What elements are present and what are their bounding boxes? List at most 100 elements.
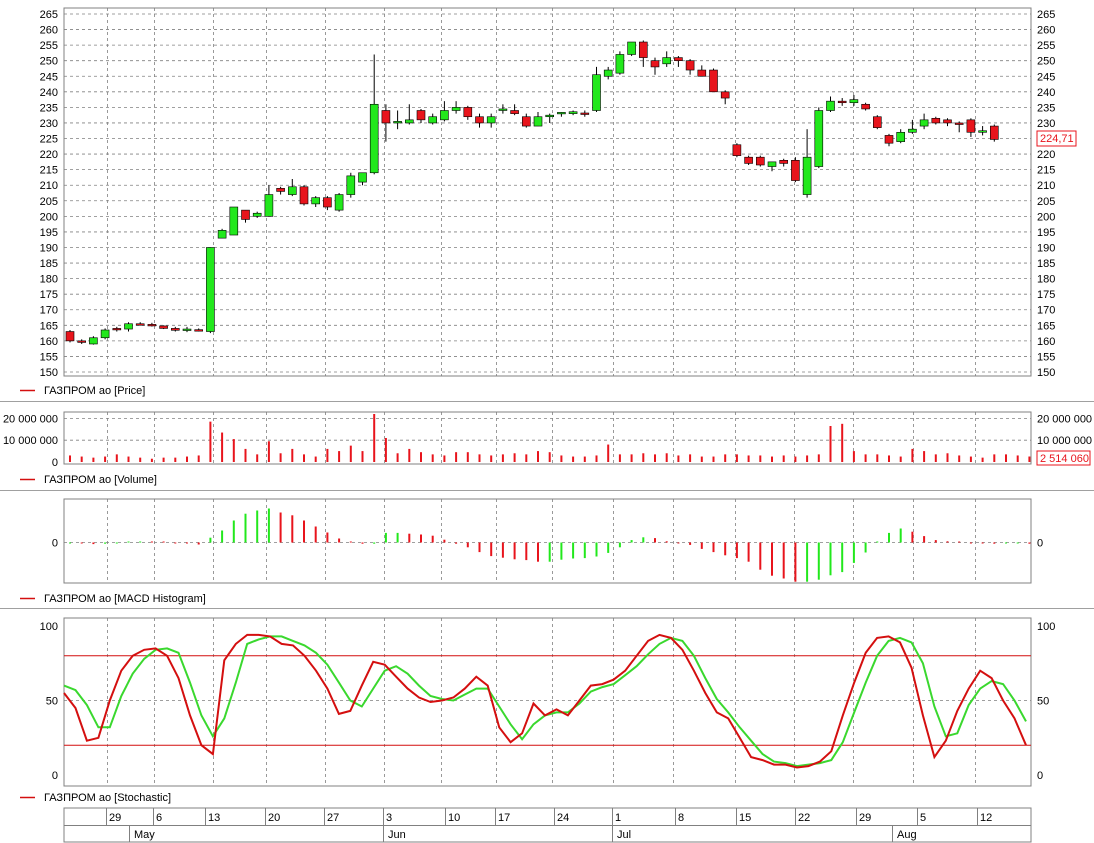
candle-body	[498, 108, 508, 111]
volume-bar	[349, 445, 352, 462]
candle-body	[697, 69, 707, 77]
macd-legend[interactable]: ГАЗПРОМ ао [MACD Histogram]	[20, 593, 206, 605]
price-tick-label-right: 240	[1037, 87, 1055, 99]
macd-bar	[420, 534, 422, 543]
candle-body	[194, 329, 203, 332]
volume-bar	[431, 454, 434, 462]
price-tick-label-right: 180	[1037, 274, 1055, 286]
candle-body	[826, 100, 835, 111]
candle-body	[475, 116, 484, 124]
volume-tick-label-left: 0	[52, 457, 58, 469]
price-tick-label-right: 175	[1037, 289, 1055, 301]
price-tick-label-right: 260	[1037, 25, 1055, 37]
macd-bar	[478, 542, 481, 553]
macd-bar	[993, 542, 996, 544]
macd-bar	[232, 520, 235, 543]
volume-bar	[80, 456, 83, 462]
volume-bar	[876, 454, 879, 462]
macd-bar	[186, 542, 188, 544]
volume-bar	[326, 448, 329, 462]
price-tick-label-left: 165	[40, 320, 58, 332]
volume-bar	[420, 452, 422, 462]
candle-body	[89, 337, 98, 345]
candle-body	[135, 323, 145, 326]
price-plot-area[interactable]	[63, 7, 1032, 377]
macd-bar	[981, 542, 984, 544]
candle-body	[358, 172, 367, 183]
candle-body	[615, 54, 625, 74]
price-tick-label-left: 205	[40, 196, 58, 208]
volume-bar	[794, 456, 797, 462]
day-label: 5	[920, 812, 926, 824]
macd-bar	[934, 540, 937, 543]
day-label: 29	[859, 812, 871, 824]
stochastic-legend[interactable]: ГАЗПРОМ ао [Stochastic]	[20, 792, 171, 804]
day-label: 8	[678, 812, 684, 824]
candle-body	[77, 340, 86, 343]
price-tick-label-left: 265	[40, 9, 58, 21]
macd-bar	[209, 537, 212, 543]
price-last-value: 224,71	[1040, 133, 1074, 145]
price-tick-label-right: 265	[1037, 9, 1055, 21]
volume-bar	[139, 457, 142, 462]
stochastic-tick-label-left: 0	[52, 770, 58, 782]
macd-bar	[115, 542, 118, 544]
macd-bar	[654, 538, 656, 543]
stochastic-tick-label-left: 50	[46, 696, 58, 708]
candle-body	[100, 329, 110, 339]
candle-body	[732, 144, 742, 156]
macd-bar	[150, 541, 153, 543]
macd-bar	[384, 532, 387, 543]
volume-bar	[934, 454, 937, 462]
candle-body	[451, 107, 461, 111]
macd-plot-area[interactable]	[63, 498, 1032, 584]
price-tick-label-left: 180	[40, 274, 58, 286]
volume-tick-label-left: 20 000 000	[3, 413, 58, 425]
candle-body	[323, 197, 332, 208]
volume-bar	[291, 448, 294, 462]
candle-body	[381, 110, 391, 124]
price-legend[interactable]: ГАЗПРОМ ао [Price]	[20, 385, 145, 397]
macd-bar	[513, 542, 516, 560]
volume-bar	[724, 454, 727, 462]
price-tick-label-left: 240	[40, 87, 58, 99]
volume-bar	[583, 456, 586, 462]
volume-bar	[537, 451, 539, 462]
price-tick-label-right: 210	[1037, 180, 1055, 192]
volume-bar	[642, 453, 645, 462]
volume-bar	[267, 441, 270, 462]
price-tick-label-right: 150	[1037, 367, 1055, 379]
volume-bar	[244, 448, 247, 462]
candle-body	[393, 121, 402, 124]
volume-legend[interactable]: ГАЗПРОМ ао [Volume]	[20, 474, 157, 486]
macd-tick-label-right: 0	[1037, 538, 1043, 550]
volume-bar	[572, 456, 575, 462]
macd-bar	[1005, 542, 1007, 544]
price-tick-label-right: 230	[1037, 118, 1055, 130]
macd-bar	[466, 542, 469, 548]
price-tick-label-left: 185	[40, 258, 58, 270]
candle-body	[147, 324, 157, 327]
macd-bar	[244, 513, 247, 543]
stochastic-legend-label: ГАЗПРОМ ао [Stochastic]	[44, 792, 171, 804]
macd-bar	[197, 542, 200, 545]
day-label: 10	[448, 812, 460, 824]
macd-bar	[899, 528, 902, 543]
volume-plot-area[interactable]	[63, 411, 1032, 465]
candle-body	[685, 60, 695, 71]
candle-body	[545, 114, 555, 118]
candle-body	[884, 135, 894, 144]
volume-bar	[150, 458, 153, 462]
macd-bar	[455, 542, 458, 544]
macd-bar	[618, 542, 621, 548]
macd-bar	[782, 542, 785, 579]
macd-bar	[888, 532, 890, 543]
price-tick-label-right: 185	[1037, 258, 1055, 270]
candle-body	[241, 209, 250, 220]
candle-body	[837, 100, 847, 104]
candle-body	[521, 116, 531, 127]
volume-bar	[69, 455, 71, 462]
stochastic-tick-label-right: 50	[1037, 696, 1049, 708]
volume-bar	[279, 453, 282, 462]
